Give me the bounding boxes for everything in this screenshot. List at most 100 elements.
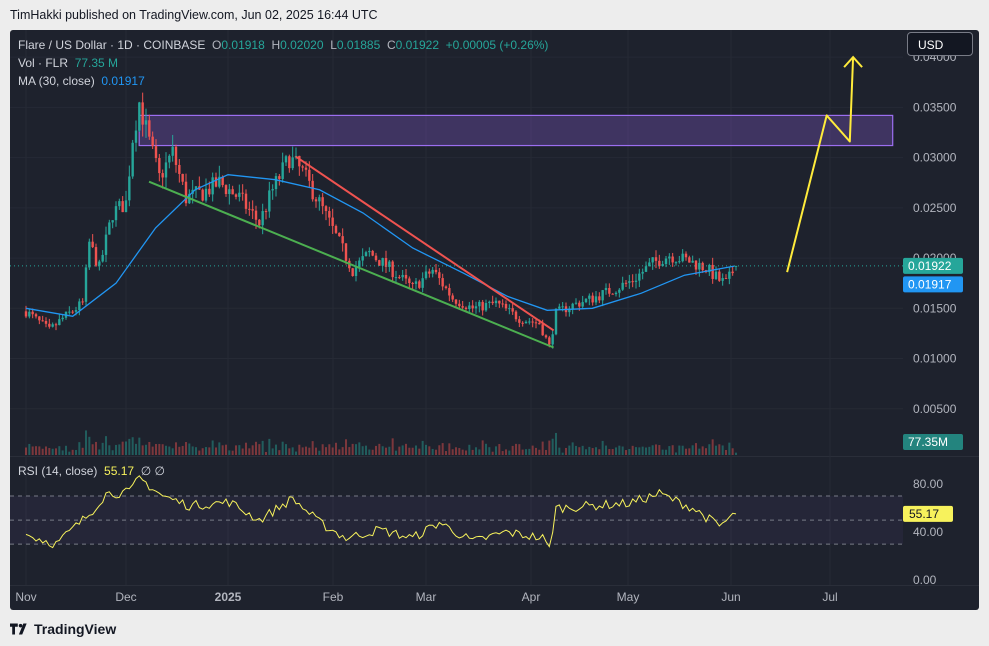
volume-bar [478, 449, 481, 455]
x-tick-label: Jun [721, 590, 740, 604]
candle-body [491, 301, 494, 304]
volume-bar [368, 449, 371, 455]
volume-bar [91, 444, 94, 455]
candle-body [181, 173, 184, 182]
volume-label[interactable]: Vol · FLR [18, 56, 69, 70]
candle-body [51, 324, 54, 327]
candle-body [168, 155, 171, 163]
volume-bar [298, 444, 301, 455]
volume-bar [385, 447, 387, 455]
candle-body [141, 102, 144, 125]
volume-bar [695, 443, 697, 455]
candle-body [164, 162, 168, 178]
x-tick-label: Dec [115, 590, 136, 604]
volume-bar [541, 441, 544, 455]
chart-panel[interactable]: 0.040000.035000.030000.025000.020000.015… [10, 30, 979, 610]
rsi-extra: ∅ ∅ [140, 464, 165, 478]
volume-bar [505, 449, 507, 455]
y-tick-label: 0.03000 [913, 151, 957, 165]
candle-body [628, 281, 631, 283]
candle-body [78, 301, 81, 311]
candle-body [328, 211, 331, 218]
volume-row: Vol · FLR 77.35 M [18, 54, 548, 72]
volume-bar [311, 441, 314, 455]
candle-body [151, 136, 154, 147]
candle-body [608, 287, 611, 294]
volume-bar [248, 448, 251, 455]
candle-body [411, 283, 414, 285]
candle-body [518, 319, 521, 323]
volume-bar [445, 451, 447, 455]
candle-body [211, 177, 214, 195]
price-chart[interactable]: 0.040000.035000.030000.025000.020000.015… [10, 30, 979, 610]
candle-body [111, 220, 114, 223]
volume-bar [428, 446, 431, 455]
volume-bar [295, 451, 297, 455]
candle-body [381, 258, 384, 266]
candle-body [454, 299, 458, 304]
volume-bar [678, 445, 681, 455]
volume-bar [498, 444, 501, 455]
volume-bar [488, 447, 491, 455]
volume-bar [605, 445, 607, 455]
rsi-label[interactable]: RSI (14, close) [18, 464, 98, 478]
candle-body [28, 311, 31, 317]
candle-body [201, 189, 204, 201]
candle-body [44, 320, 48, 324]
candle-body [598, 296, 601, 301]
ma-label[interactable]: MA (30, close) [18, 74, 95, 88]
candle-body [31, 311, 34, 315]
volume-bar [641, 446, 644, 455]
candle-body [551, 334, 554, 345]
candle-body [588, 295, 591, 299]
candle-body [174, 146, 178, 165]
candle-body [258, 219, 261, 226]
volume-bar [58, 446, 61, 455]
volume-bar [415, 445, 417, 455]
volume-bar [571, 442, 574, 455]
candle-body [541, 324, 544, 336]
volume-bar [455, 447, 457, 455]
candle-body [171, 146, 174, 156]
y-tick-label: 0.02500 [913, 201, 957, 215]
rsi-tick-label: 40.00 [913, 525, 943, 539]
candle-body [304, 167, 308, 170]
volume-bar [625, 450, 627, 455]
footer-brand[interactable]: TradingView [10, 621, 116, 637]
candle-body [634, 280, 638, 282]
volume-bar [638, 447, 641, 455]
volume-bar [388, 446, 391, 455]
candle-body [618, 289, 621, 293]
volume-bar [285, 444, 287, 455]
volume-bar [431, 448, 434, 455]
volume-bar [125, 441, 127, 455]
volume-bar [111, 450, 114, 455]
symbol-label[interactable]: Flare / US Dollar · 1D · COINBASE [18, 38, 206, 52]
volume-bar [578, 447, 581, 455]
currency-button[interactable]: USD [907, 32, 973, 56]
volume-bar [401, 445, 404, 455]
candle-body [511, 308, 514, 312]
candle-body [401, 274, 404, 278]
candle-body [418, 281, 421, 288]
candle-body [148, 120, 151, 137]
candle-body [468, 305, 471, 310]
rsi-tick-label: 80.00 [913, 477, 943, 491]
volume-bar [601, 440, 604, 455]
candle-body [474, 306, 478, 309]
candle-body [38, 316, 41, 321]
volume-bar [181, 445, 184, 455]
candle-body [438, 272, 441, 279]
volume-bar [708, 444, 711, 455]
volume-bar [581, 445, 584, 455]
candle-body [421, 278, 424, 288]
volume-bar [611, 449, 614, 455]
volume-bar [551, 438, 554, 455]
candle-body [91, 241, 94, 248]
candle-body [674, 262, 678, 264]
ma-tag-box [903, 276, 963, 293]
candle-body [241, 192, 244, 194]
candle-body [504, 303, 508, 309]
candle-body [204, 188, 208, 201]
resistance-trendline [295, 155, 555, 332]
